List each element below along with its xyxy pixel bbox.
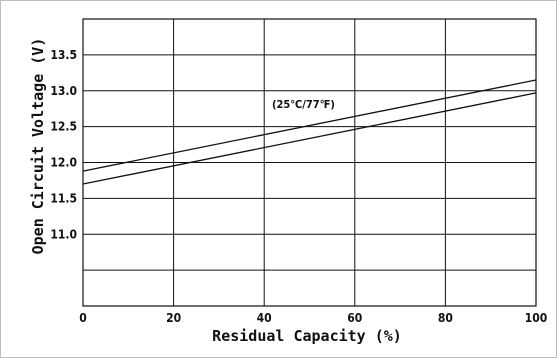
x-tick-label-4: 80 (438, 311, 453, 325)
x-tick-labels: 0 20 40 60 80 100 (79, 311, 547, 325)
series-group (82, 79, 537, 185)
y-tick-label-1: 11.5 (50, 191, 77, 205)
y-tick-label-2: 12.0 (50, 156, 77, 170)
x-tick-label-5: 100 (525, 311, 548, 325)
series-line-1 (82, 92, 537, 185)
x-tick-label-2: 40 (257, 311, 272, 325)
y-axis-label: Open Circuit Voltage (V) (29, 38, 47, 255)
y-tick-label-0: 11.0 (50, 227, 77, 241)
temperature-annotation: (25℃/77℉) (272, 98, 335, 111)
grid (82, 18, 537, 307)
plot-border (82, 18, 537, 307)
y-tick-label-5: 13.5 (50, 48, 77, 62)
series-line-0 (82, 79, 537, 172)
x-tick-label-1: 20 (166, 311, 181, 325)
y-tick-labels: 11.0 11.5 12.0 12.5 13.0 13.5 (50, 48, 77, 241)
y-tick-label-4: 13.0 (50, 84, 77, 98)
x-axis-label: Residual Capacity (%) (212, 327, 402, 345)
x-tick-label-3: 60 (347, 311, 362, 325)
y-tick-label-3: 12.5 (50, 120, 77, 134)
x-tick-label-0: 0 (79, 311, 87, 325)
